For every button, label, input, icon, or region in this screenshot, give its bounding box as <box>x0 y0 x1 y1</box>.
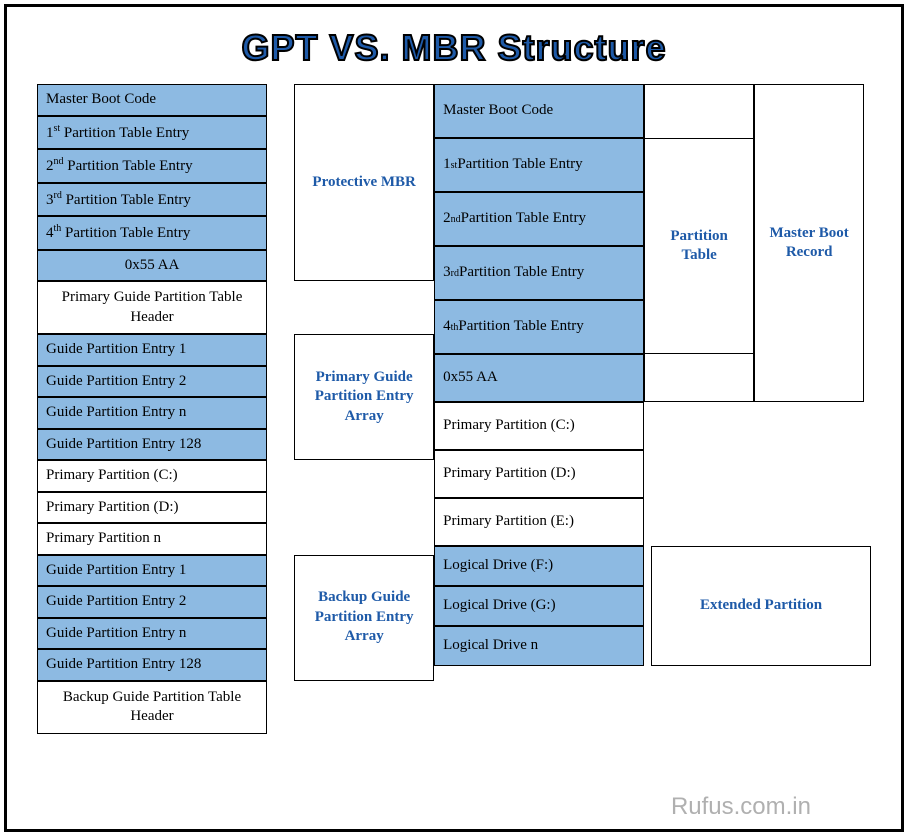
diagram-frame: GPT VS. MBR Structure Master Boot Code 1… <box>4 4 904 832</box>
cell: 3rd Partition Table Entry <box>37 183 267 217</box>
cell: 2nd Partition Table Entry <box>434 192 644 246</box>
spacer <box>644 354 754 402</box>
gpt-primary-partitions: Primary Partition (C:) Primary Partition… <box>37 460 434 555</box>
section-label: Backup Guide Partition Entry Array <box>294 555 434 681</box>
cell: Guide Partition Entry n <box>37 618 267 650</box>
cell: 2nd Partition Table Entry <box>37 149 267 183</box>
cell: 1st Partition Table Entry <box>434 138 644 192</box>
cell: Primary Partition (D:) <box>434 450 644 498</box>
spacer <box>644 84 754 138</box>
section-label: Protective MBR <box>294 84 434 281</box>
cell: Guide Partition Entry 128 <box>37 649 267 681</box>
cell: Primary Partition n <box>37 523 267 555</box>
cell: Backup Guide Partition Table Header <box>37 681 267 734</box>
section-label: Partition Table <box>644 138 754 354</box>
cell: Guide Partition Entry 128 <box>37 429 267 461</box>
mbr-extended-partition: Logical Drive (F:) Logical Drive (G:) Lo… <box>434 546 871 666</box>
cell: Primary Partition (C:) <box>434 402 644 450</box>
watermark: Rufus.com.in <box>671 793 811 821</box>
cell: 1st Partition Table Entry <box>37 116 267 150</box>
section-label: Master Boot Record <box>754 84 864 402</box>
cell: Master Boot Code <box>434 84 644 138</box>
mbr-column: Master Boot Code 1st Partition Table Ent… <box>434 84 871 734</box>
cell: Master Boot Code <box>37 84 267 116</box>
cell: Logical Drive n <box>434 626 644 666</box>
cell: Logical Drive (F:) <box>434 546 644 586</box>
cell: Guide Partition Entry 1 <box>37 334 267 366</box>
mbr-master-boot-record: Master Boot Code 1st Partition Table Ent… <box>434 84 871 402</box>
gpt-column: Master Boot Code 1st Partition Table Ent… <box>37 84 434 734</box>
cell: Primary Guide Partition Table Header <box>37 281 267 334</box>
cell: 0x55 AA <box>434 354 644 402</box>
cell: Primary Partition (E:) <box>434 498 644 546</box>
page-title: GPT VS. MBR Structure <box>7 7 901 84</box>
cell: Primary Partition (D:) <box>37 492 267 524</box>
section-label: Extended Partition <box>651 546 871 666</box>
mbr-primary-partitions: Primary Partition (C:) Primary Partition… <box>434 402 871 546</box>
gpt-primary-array: Guide Partition Entry 1 Guide Partition … <box>37 334 434 460</box>
cell: Guide Partition Entry 2 <box>37 366 267 398</box>
gpt-protective-mbr: Master Boot Code 1st Partition Table Ent… <box>37 84 434 281</box>
gpt-backup-array: Guide Partition Entry 1 Guide Partition … <box>37 555 434 681</box>
cell: Guide Partition Entry 1 <box>37 555 267 587</box>
cell: 4th Partition Table Entry <box>37 216 267 250</box>
cell: 0x55 AA <box>37 250 267 282</box>
cell: Guide Partition Entry n <box>37 397 267 429</box>
cell: Primary Partition (C:) <box>37 460 267 492</box>
cell: 3rd Partition Table Entry <box>434 246 644 300</box>
cell: Guide Partition Entry 2 <box>37 586 267 618</box>
cell: Logical Drive (G:) <box>434 586 644 626</box>
cell: 4th Partition Table Entry <box>434 300 644 354</box>
columns-wrapper: Master Boot Code 1st Partition Table Ent… <box>7 84 901 734</box>
section-label: Primary Guide Partition Entry Array <box>294 334 434 460</box>
